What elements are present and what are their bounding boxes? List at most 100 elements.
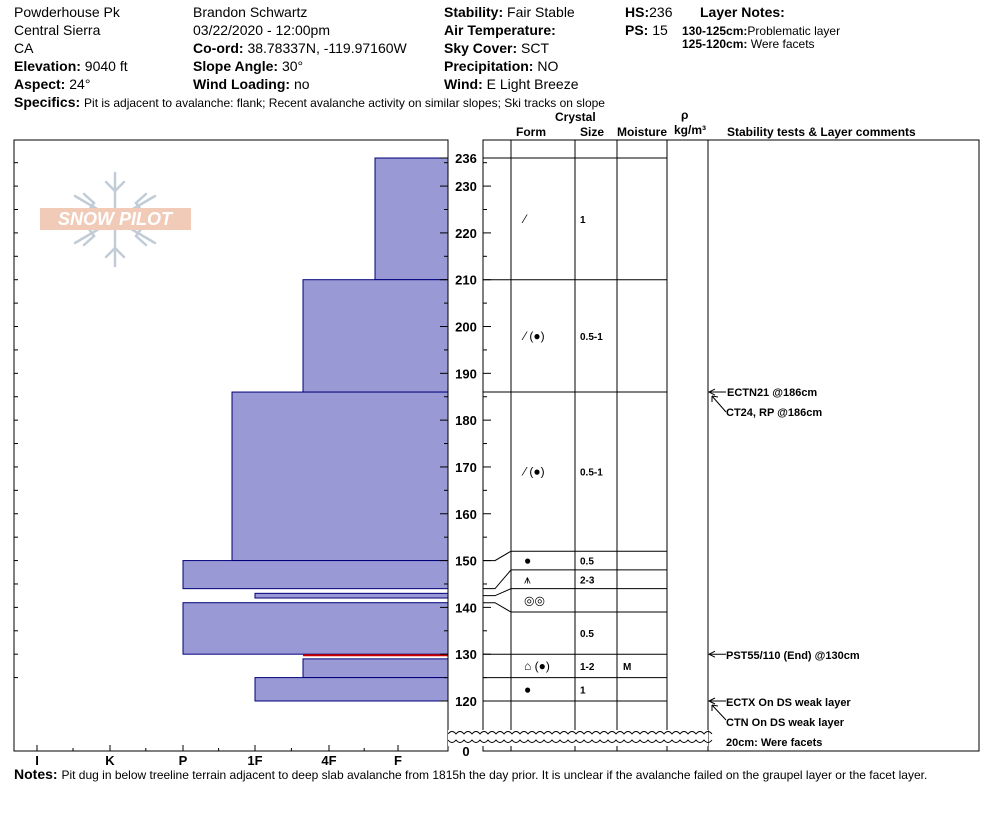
sky-cover: Sky Cover: SCT [444, 40, 549, 57]
crystal-form-symbol: ⁄ (●) [521, 329, 545, 343]
height-tick-label: 200 [455, 320, 477, 335]
ps-value: 15 [652, 22, 668, 38]
precip-value: NO [537, 58, 559, 74]
snowpilot-logo: SNOW PILOT [40, 171, 191, 268]
crystal-moisture: M [623, 662, 631, 673]
crystal-form-symbol: ● [524, 554, 531, 568]
stability: Stability: Fair Stable [444, 4, 575, 21]
wind-loading: Wind Loading: no [193, 76, 310, 93]
comments-frame [707, 139, 980, 752]
crystal-form-symbol: ◎◎ [524, 593, 545, 607]
slope-angle: Slope Angle: 30° [193, 58, 303, 75]
hardness-tick-label: 1F [247, 753, 262, 768]
hardness-bar [374, 157, 449, 281]
col-rho: ρ [681, 108, 689, 122]
crystal-form-symbol: ⁄ [521, 212, 528, 226]
crystal-rows: ⁄ 1 ⁄ (●) 0.5-1 ⁄ (●) 0.5-1 ● 0.5 ⩚ 2-3 ◎◎ 0.5 ⌂ (●)… [483, 157, 667, 702]
aspect: Aspect: 24° [14, 76, 90, 93]
logo-text: SNOW PILOT [58, 209, 174, 229]
height-tick-label: 150 [455, 554, 477, 569]
wind-value: E Light Breeze [486, 76, 579, 92]
sky-value: SCT [521, 40, 550, 56]
coord-label: Co-ord: [193, 40, 244, 56]
range: Central Sierra [14, 22, 101, 38]
wind-loading-label: Wind Loading: [193, 76, 291, 92]
crystal-form-symbol: ⁄ (●) [521, 465, 545, 479]
crystal-form-symbol: ⩚ [524, 572, 531, 586]
hardness-tick-label: I [35, 753, 39, 768]
height-tick-label: 210 [455, 273, 477, 288]
slope-label: Slope Angle: [193, 58, 279, 74]
col-density-unit: kg/m³ [674, 123, 707, 137]
crystal-size: 1-2 [580, 662, 595, 673]
stability-test-label: PST55/110 (End) @130cm [726, 650, 860, 662]
layer-note-range: 125-120cm: [682, 37, 748, 51]
crystal-size: 0.5-1 [580, 332, 603, 343]
crystal-table-frame [482, 139, 709, 752]
hardness-axis: I K P 1F 4F F [35, 745, 402, 768]
slope-value: 30° [281, 58, 304, 74]
layer-note-range: 130-125cm: [682, 24, 748, 38]
coordinates: Co-ord: 38.78337N, -119.97160W [193, 40, 407, 57]
wind-loading-value: no [293, 76, 310, 92]
crystal-form-symbol: ● [524, 682, 531, 696]
height-tick-label: 120 [455, 694, 477, 709]
hardness-tick-label: P [179, 753, 188, 768]
ps-label: PS: [625, 22, 649, 38]
height-tick-label: 130 [455, 647, 477, 662]
height-tick-label: 170 [455, 460, 477, 475]
wind: Wind: E Light Breeze [444, 76, 578, 93]
aspect-value: 24° [69, 76, 91, 92]
hs: HS:236 [625, 4, 672, 21]
hs-value: 236 [649, 4, 673, 20]
hardness-bar [182, 602, 449, 655]
datetime: 03/22/2020 - 12:00pm [193, 22, 330, 38]
hardness-bar [231, 391, 449, 562]
wind-label: Wind: [444, 76, 483, 92]
notes: Notes: Pit dug in below treeline terrain… [14, 766, 927, 783]
crystal-size: 1 [580, 685, 586, 696]
observer: Brandon Schwartz [193, 4, 308, 20]
col-comments: Stability tests & Layer comments [727, 125, 916, 139]
crystal-size: 0.5 [580, 629, 594, 640]
precip-label: Precipitation: [444, 58, 534, 74]
axis-break [447, 730, 713, 746]
ps: PS: 15 [625, 22, 668, 39]
coord-value: 38.78337N, -119.97160W [247, 40, 407, 56]
air-temperature: Air Temperature: [444, 22, 556, 39]
height-tick-label: 160 [455, 507, 477, 522]
specifics: Specifics: Pit is adjacent to avalanche:… [14, 94, 605, 111]
hardness-tick-label: K [105, 753, 115, 768]
hardness-bar [254, 677, 449, 702]
specifics-label: Specifics: [14, 94, 81, 110]
layer-notes-title: Layer Notes: [700, 4, 785, 20]
crystal-size: 0.5 [580, 557, 594, 568]
height-tick-label: 230 [455, 179, 477, 194]
hs-label: HS: [625, 4, 650, 20]
stability-test-label: ECTX On DS weak layer [726, 697, 851, 709]
hardness-bar [254, 592, 449, 599]
stability-test-label: CTN On DS weak layer [726, 717, 845, 729]
layer-note-text: Problematic layer [747, 24, 841, 38]
stability-value: Fair Stable [507, 4, 575, 20]
hardness-bar [302, 658, 449, 679]
precipitation: Precipitation: NO [444, 58, 558, 75]
stability-tests: ECTN21 @186cm CT24, RP @186cm PST55/110 (E… [707, 387, 860, 749]
col-size: Size [580, 125, 605, 139]
height-tick-label: 0 [462, 744, 469, 759]
height-tick-label: 180 [455, 413, 477, 428]
hardness-bars [182, 157, 449, 702]
height-tick-label: 140 [455, 600, 477, 615]
notes-text: Pit dug in below treeline terrain adjace… [61, 768, 928, 782]
aspect-label: Aspect: [14, 76, 66, 92]
layer-note: 125-120cm: Were facets [682, 37, 815, 51]
stability-test-label: CT24, RP @186cm [726, 407, 822, 419]
stability-test-label: ECTN21 @186cm [727, 387, 817, 399]
elevation-label: Elevation: [14, 58, 81, 74]
col-crystal: Crystal [555, 110, 596, 124]
layer-note: 130-125cm:Problematic layer [682, 24, 840, 38]
crystal-size: 0.5-1 [580, 468, 603, 479]
elevation-value: 9040 ft [84, 58, 128, 74]
specifics-value: Pit is adjacent to avalanche: flank; Rec… [84, 96, 605, 110]
notes-label: Notes: [14, 766, 58, 782]
